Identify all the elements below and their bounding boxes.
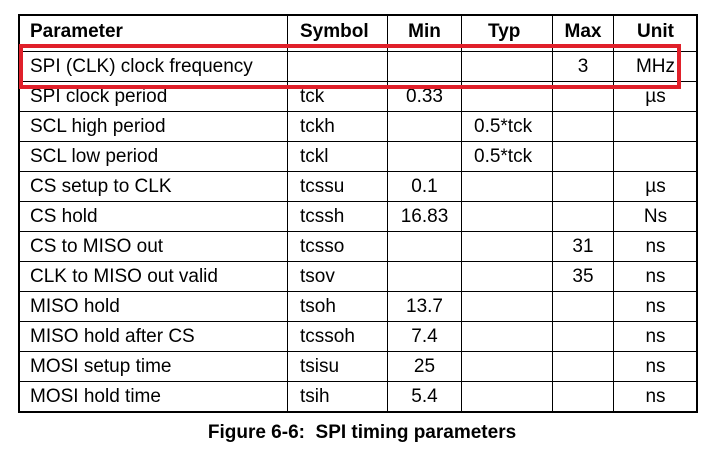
table-cell: SPI clock period <box>18 82 288 112</box>
table-cell: MISO hold <box>18 292 288 322</box>
table-cell: 13.7 <box>388 292 462 322</box>
table-cell: CS to MISO out <box>18 232 288 262</box>
table-cell <box>553 352 614 382</box>
table-cell: tcsso <box>288 232 388 262</box>
table-cell: Ns <box>614 202 698 232</box>
table-cell: 5.4 <box>388 382 462 412</box>
table-cell: MHz <box>614 52 698 82</box>
table-cell <box>388 52 462 82</box>
table-cell: µs <box>614 82 698 112</box>
table-cell <box>388 142 462 172</box>
table-cell <box>553 142 614 172</box>
header-cell: Typ <box>462 14 553 52</box>
table-cell: ns <box>614 292 698 322</box>
table-cell <box>462 292 553 322</box>
table-cell <box>462 82 553 112</box>
header-cell: Max <box>553 14 614 52</box>
table-cell: 3 <box>553 52 614 82</box>
table-cell <box>462 262 553 292</box>
table-cell <box>462 52 553 82</box>
table-cell <box>553 202 614 232</box>
header-cell: Symbol <box>288 14 388 52</box>
table-cell: 25 <box>388 352 462 382</box>
figure-caption: Figure 6-6: SPI timing parameters <box>207 422 517 443</box>
table-cell <box>553 82 614 112</box>
table-cell: 0.5*tck <box>462 112 553 142</box>
table-cell <box>388 232 462 262</box>
table-cell: tckl <box>288 142 388 172</box>
table-cell <box>614 112 698 142</box>
table-cell <box>462 202 553 232</box>
table-cell: CS setup to CLK <box>18 172 288 202</box>
table-cell: tcssu <box>288 172 388 202</box>
table-cell: tcssh <box>288 202 388 232</box>
table-cell <box>462 322 553 352</box>
table-cell <box>462 352 553 382</box>
table-cell: tsov <box>288 262 388 292</box>
table-cell: MOSI hold time <box>18 382 288 412</box>
table-cell <box>388 112 462 142</box>
table-cell <box>614 142 698 172</box>
table-cell <box>288 52 388 82</box>
table-cell <box>553 382 614 412</box>
table-cell: tsih <box>288 382 388 412</box>
table-cell: SPI (CLK) clock frequency <box>18 52 288 82</box>
table-cell: MISO hold after CS <box>18 322 288 352</box>
table-cell <box>388 262 462 292</box>
table-cell: 0.1 <box>388 172 462 202</box>
table-cell <box>462 172 553 202</box>
table-cell: tsoh <box>288 292 388 322</box>
table-cell: µs <box>614 172 698 202</box>
header-cell: Min <box>388 14 462 52</box>
header-cell: Unit <box>614 14 698 52</box>
table-cell: SCL low period <box>18 142 288 172</box>
table-cell: tckh <box>288 112 388 142</box>
table-cell: tsisu <box>288 352 388 382</box>
table-cell: tck <box>288 82 388 112</box>
table-cell: CLK to MISO out valid <box>18 262 288 292</box>
table-cell: MOSI setup time <box>18 352 288 382</box>
table-cell: ns <box>614 382 698 412</box>
table-cell: ns <box>614 232 698 262</box>
table-cell: 0.33 <box>388 82 462 112</box>
table-cell: ns <box>614 262 698 292</box>
table-cell: 7.4 <box>388 322 462 352</box>
table-cell <box>553 322 614 352</box>
table-cell <box>553 292 614 322</box>
table-cell <box>553 112 614 142</box>
table-cell <box>553 172 614 202</box>
table-cell: ns <box>614 322 698 352</box>
table-cell: 35 <box>553 262 614 292</box>
table-cell: CS hold <box>18 202 288 232</box>
header-cell: Parameter <box>18 14 288 52</box>
table-cell: tcssoh <box>288 322 388 352</box>
table-cell <box>462 382 553 412</box>
table-cell <box>462 232 553 262</box>
table-cell: SCL high period <box>18 112 288 142</box>
table-cell: ns <box>614 352 698 382</box>
table-cell: 16.83 <box>388 202 462 232</box>
table-cell: 0.5*tck <box>462 142 553 172</box>
table-cell: 31 <box>553 232 614 262</box>
